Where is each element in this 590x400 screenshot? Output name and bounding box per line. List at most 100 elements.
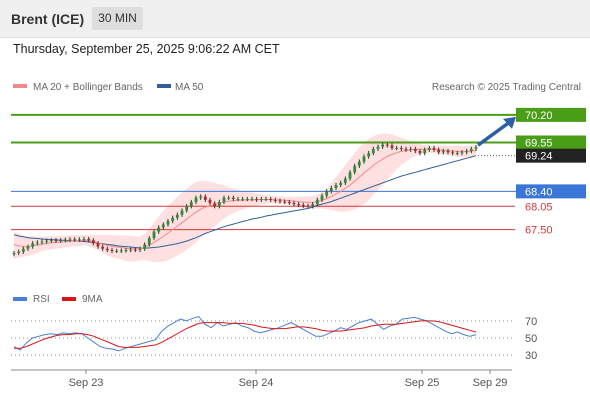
candle-body [348,172,352,179]
candle-body [460,152,464,154]
candle-body [105,248,109,251]
datetime-label: Thursday, September 25, 2025 9:06:22 AM … [13,42,280,56]
candle-body [376,146,380,149]
candle-body [138,248,142,251]
candle-body [423,149,427,154]
candle-body [166,221,170,225]
resistance-tag-1 [516,135,586,150]
candle-body [259,199,263,200]
candle-body [124,250,128,251]
candle-body [306,205,310,207]
candle-body [292,202,296,205]
timeframe-button[interactable]: 30 MIN [92,7,143,30]
legend-9ma-label: 9MA [82,294,103,305]
candle-body [152,231,156,239]
candle-body [91,240,95,244]
candle-body [12,253,16,255]
candle-body [185,206,189,211]
candle-body [194,197,198,202]
candle-body [264,199,268,200]
candle-body [68,239,72,241]
candle-body [180,210,184,215]
candle-body [437,149,441,153]
candle-body [278,200,282,202]
last-price-label: 69.24 [525,151,553,163]
candle-body [217,202,221,207]
candle-body [315,199,319,205]
pivot-tag-3 [516,184,586,199]
candle-body [269,199,273,200]
legend-ma50-swatch [157,84,171,88]
candle-body [441,151,445,153]
candle-body [54,240,58,242]
candle-body [357,161,361,166]
candle-body [399,148,403,149]
candle-body [143,244,147,249]
candle-body [301,205,305,206]
candle-body [129,249,133,251]
candle-body [287,202,291,203]
candle-body [413,148,417,151]
legend-ma20-swatch [13,84,27,88]
legend-rsi-swatch [13,297,27,301]
candle-body [297,204,301,206]
x-tick-label-3: Sep 29 [473,377,508,389]
x-axis-ticks: Sep 23 Sep 24 Sep 25 Sep 29 [69,370,508,389]
candle-body [31,243,35,247]
candle-body [101,246,105,249]
candle-body [157,227,161,232]
candle-body [40,241,44,243]
last-price-tag [516,148,586,163]
candle-body [59,240,63,242]
candle-body [334,185,338,188]
instrument-title: Brent (ICE) [11,11,85,27]
candle-body [147,238,151,245]
candle-body [49,240,53,242]
candle-body [418,151,422,154]
candle-body [385,144,389,146]
candle-body [21,248,25,252]
candle-body [451,152,455,154]
candle-body [26,246,30,249]
candle-body [171,217,175,222]
candle-body [273,199,277,201]
x-tick-label-2: Sep 25 [405,377,440,389]
candle-body [395,148,399,149]
candle-body [245,199,249,200]
candle-body [161,224,165,228]
candle-body [446,151,450,153]
candle-body [465,151,469,153]
candle-body [367,153,371,157]
rsi-tick-label-0: 70 [525,316,537,328]
candle-body [320,195,324,200]
candle-body [381,144,385,147]
rsi-tick-label-2: 30 [525,350,537,362]
pivot-label-3: 68.40 [525,186,553,198]
candle-body [455,153,459,155]
candle-body [96,243,100,247]
candle-body [325,191,329,196]
candle-body [427,148,431,150]
candle-body [250,199,254,200]
candle-body [208,199,212,204]
candle-body [255,199,259,200]
support-label-5: 67.50 [525,225,553,237]
candle-body [82,239,86,240]
candle-body [469,148,473,151]
candle-body [432,148,436,150]
candle-body [227,197,231,199]
candle-body [87,239,91,241]
candle-body [390,145,394,149]
rsi-line [13,316,477,352]
candle-body [199,196,203,198]
bollinger-band-area [14,133,476,262]
credit-text: Research © 2025 Trading Central [432,82,581,93]
rsi-tick-label-1: 50 [525,333,537,345]
rsi-plot: 70 50 30 [11,316,537,362]
candle-body [110,250,114,251]
projection-arrow-shaft [476,120,512,147]
candle-body [133,249,137,251]
candle-body [17,251,21,253]
candle-body [213,203,217,207]
candle-body [241,199,245,200]
